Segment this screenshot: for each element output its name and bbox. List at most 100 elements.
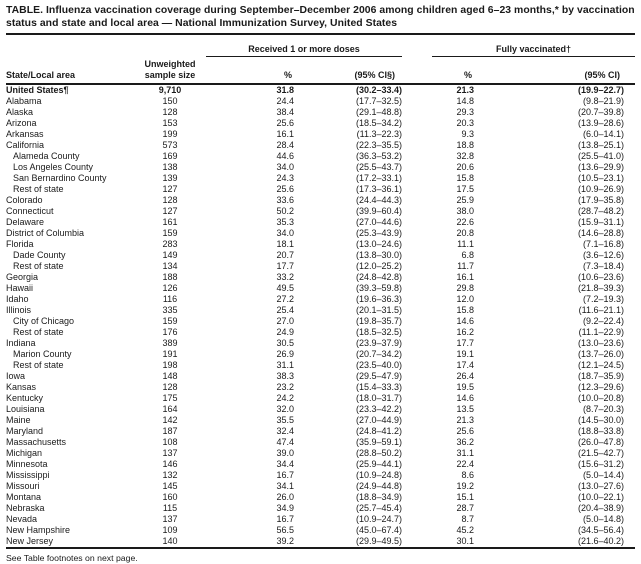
spacer-cell (402, 250, 432, 261)
area-cell: District of Columbia (6, 228, 85, 239)
fully-ci-cell: (28.7–48.2) (577, 206, 625, 217)
fully-pct-cell: 16.1 (456, 272, 474, 283)
spacer-cell (402, 272, 432, 283)
received-ci-cell: (18.8–34.9) (355, 492, 402, 503)
area-cell: Hawaii (6, 283, 34, 294)
received-ci-cell: (29.1–48.8) (355, 107, 402, 118)
table-row: Nevada 137 16.7 (10.9–24.7) 8.7 (5.0–14.8) (6, 514, 635, 525)
col-group-fully-vaccinated: Fully vaccinated† (432, 34, 636, 58)
received-ci-cell: (27.0–44.6) (355, 217, 402, 228)
spacer-cell (402, 129, 432, 140)
fully-pct-cell: 29.8 (456, 283, 474, 294)
spacer-cell (402, 206, 432, 217)
received-pct-cell: 26.0 (276, 492, 294, 503)
spacer-cell (402, 382, 432, 393)
fully-pct-cell: 26.4 (456, 371, 474, 382)
area-cell: San Bernardino County (13, 173, 107, 184)
sample-size-cell: 142 (162, 415, 178, 426)
fully-ci-cell: (15.9–31.1) (577, 217, 625, 228)
received-pct-cell: 20.7 (276, 250, 294, 261)
area-cell: Delaware (6, 217, 45, 228)
received-ci-cell: (20.7–34.2) (355, 349, 402, 360)
sample-size-cell: 389 (162, 338, 178, 349)
fully-pct-cell: 14.8 (456, 96, 474, 107)
fully-ci-cell: (13.0–23.6) (577, 338, 625, 349)
fully-pct-cell: 20.3 (456, 118, 474, 129)
table-row: Hawaii 126 49.5 (39.3–59.8) 29.8 (21.8–39.3) (6, 283, 635, 294)
area-cell: Montana (6, 492, 42, 503)
received-pct-cell: 31.1 (276, 360, 294, 371)
received-pct-cell: 34.4 (276, 459, 294, 470)
received-pct-cell: 16.7 (276, 514, 294, 525)
fully-pct-cell: 13.5 (456, 404, 474, 415)
spacer-cell (402, 349, 432, 360)
fully-ci-cell: (15.6–31.2) (577, 459, 625, 470)
table-row: Iowa 148 38.3 (29.5–47.9) 26.4 (18.7–35.9) (6, 371, 635, 382)
fully-ci-cell: (9.8–21.9) (582, 96, 625, 107)
received-ci-cell: (27.0–44.9) (355, 415, 402, 426)
received-pct-cell: 35.3 (276, 217, 294, 228)
sample-size-cell: 153 (162, 118, 178, 129)
spacer-cell (402, 283, 432, 294)
table-row: Illinois 335 25.4 (20.1–31.5) 15.8 (11.6–21.1… (6, 305, 635, 316)
spacer-cell (402, 448, 432, 459)
fully-ci-cell: (19.9–22.7) (474, 83, 636, 97)
spacer-cell (402, 404, 432, 415)
table-row: New Jersey 140 39.2 (29.9–49.5) 30.1 (21.6–40… (6, 536, 635, 548)
fully-ci-cell: (12.1–24.5) (577, 360, 625, 371)
fully-pct-cell: 20.6 (456, 162, 474, 173)
fully-ci-cell: (10.0–20.8) (577, 393, 625, 404)
table-row: Missouri 145 34.1 (24.9–44.8) 19.2 (13.0–27.6… (6, 481, 635, 492)
spacer-cell (402, 338, 432, 349)
fully-pct-cell: 20.8 (456, 228, 474, 239)
spacer-cell (402, 514, 432, 525)
table-row: Alabama 150 24.4 (17.7–32.5) 14.8 (9.8–21.9) (6, 96, 635, 107)
area-cell: Maine (6, 415, 31, 426)
received-pct-cell: 33.2 (276, 272, 294, 283)
area-cell: United States¶ (6, 83, 134, 97)
col-header-fully-ci: (95% CI) (584, 69, 621, 80)
fully-ci-cell: (20.7–39.8) (577, 107, 625, 118)
spacer-cell (402, 525, 432, 536)
received-ci-cell: (23.9–37.9) (355, 338, 402, 349)
sample-size-cell: 283 (162, 239, 178, 250)
fully-pct-cell: 25.6 (456, 426, 474, 437)
table-row: Nebraska 115 34.9 (25.7–45.4) 28.7 (20.4–38.9… (6, 503, 635, 514)
spacer-cell (402, 173, 432, 184)
sample-size-cell: 199 (162, 129, 178, 140)
sample-size-cell: 134 (162, 261, 178, 272)
received-pct-cell: 34.0 (276, 162, 294, 173)
area-cell: Nevada (6, 514, 38, 525)
table-row: Florida 283 18.1 (13.0–24.6) 11.1 (7.1–16.8) (6, 239, 635, 250)
received-pct-cell: 27.0 (276, 316, 294, 327)
area-cell: Mississippi (6, 470, 50, 481)
col-header-fully-percent: % (463, 69, 472, 80)
received-ci-cell: (25.7–45.4) (355, 503, 402, 514)
spacer-cell (402, 393, 432, 404)
sample-header-line1: Unweighted (144, 59, 196, 70)
spacer-cell (402, 239, 432, 250)
table-row: Rest of state 134 17.7 (12.0–25.2) 11.7 (7.3–… (6, 261, 635, 272)
sample-size-cell: 140 (162, 536, 178, 547)
table-row: Indiana 389 30.5 (23.9–37.9) 17.7 (13.0–23.6) (6, 338, 635, 349)
received-pct-cell: 25.6 (276, 184, 294, 195)
table-row: Minnesota 146 34.4 (25.9–44.1) 22.4 (15.6–31.… (6, 459, 635, 470)
area-cell: Alaska (6, 107, 34, 118)
area-cell: Indiana (6, 338, 36, 349)
fully-ci-cell: (13.0–27.6) (577, 481, 625, 492)
received-ci-cell: (29.9–49.5) (355, 536, 402, 547)
sample-size-cell: 188 (162, 272, 178, 283)
table-row: Delaware 161 35.3 (27.0–44.6) 22.6 (15.9–31.1… (6, 217, 635, 228)
fully-pct-cell: 8.6 (461, 470, 474, 481)
area-cell: Idaho (6, 294, 29, 305)
area-cell: California (6, 140, 45, 151)
sample-size-cell: 160 (162, 492, 178, 503)
spacer-cell (402, 437, 432, 448)
fully-pct-cell: 17.7 (456, 338, 474, 349)
sample-size-cell: 148 (162, 371, 178, 382)
area-cell: Dade County (13, 250, 66, 261)
sample-size-cell: 132 (162, 470, 178, 481)
received-ci-cell: (39.3–59.8) (355, 283, 402, 294)
spacer-cell (402, 195, 432, 206)
area-cell: Florida (6, 239, 34, 250)
